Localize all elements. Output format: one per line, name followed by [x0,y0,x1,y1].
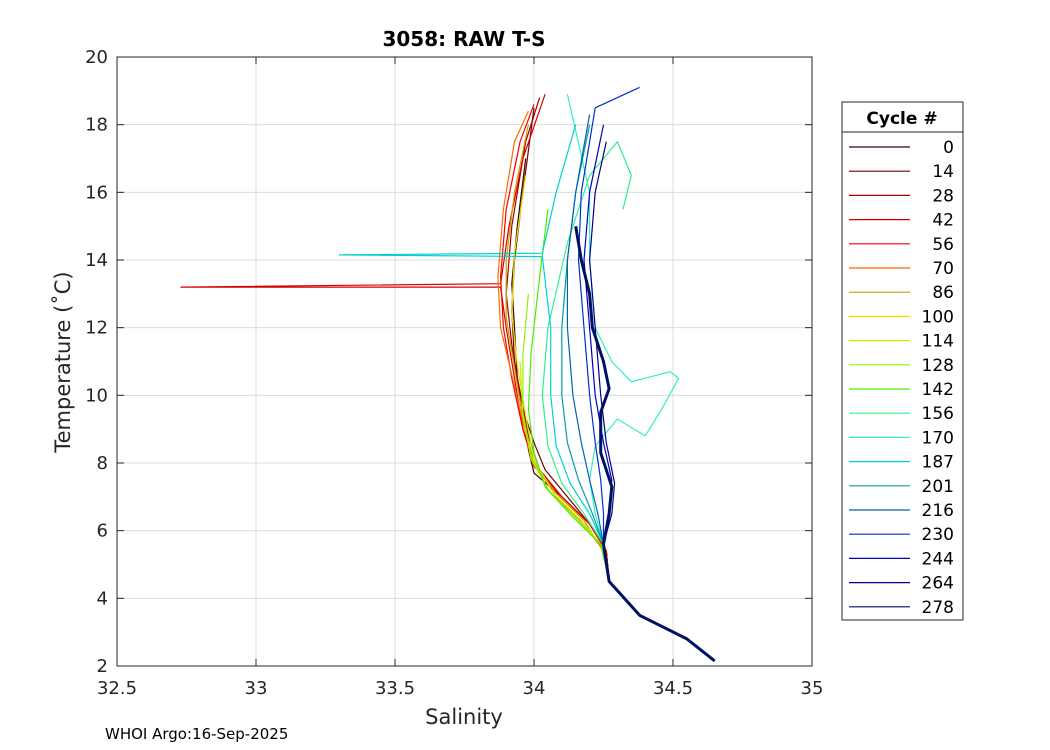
x-tick-label: 34 [523,678,546,699]
series-line-cycle-278 [574,225,716,663]
y-tick-label: 4 [97,588,108,609]
legend-label-142: 142 [922,380,954,400]
y-tick-label: 6 [97,521,108,542]
y-axis-label: Temperature (˚C) [51,271,75,453]
legend-label-0: 0 [943,138,954,158]
legend-label-42: 42 [932,211,954,231]
x-tick-label: 32.5 [97,678,137,699]
legend-label-28: 28 [932,186,954,206]
legend-label-56: 56 [932,235,954,255]
legend-label-100: 100 [922,307,954,327]
x-tick-label: 33.5 [375,678,415,699]
legend-label-216: 216 [922,501,954,521]
chart-title: 3058: RAW T-S [382,27,545,51]
y-tick-label: 20 [85,47,108,68]
legend-label-244: 244 [922,549,954,569]
legend-label-114: 114 [922,332,954,352]
legend-label-264: 264 [922,574,954,594]
data-series [180,86,716,663]
plot-area [117,57,812,666]
legend-label-70: 70 [932,259,954,279]
legend-label-230: 230 [922,525,954,545]
legend-label-128: 128 [922,356,954,376]
y-tick-label: 16 [85,182,108,203]
axis-ticks: 32.5 33 33.5 34 34.5 35 2 4 6 8 10 12 14 16 18 20 [85,47,823,699]
legend-label-201: 201 [922,477,954,497]
legend: Cycle # 0 14 28 42 56 70 86 100 114 128 142 156 170 1… [841,101,964,621]
legend-label-14: 14 [932,162,954,182]
plot-frame [116,56,813,667]
grid [116,56,813,667]
legend-label-170: 170 [922,428,954,448]
legend-label-86: 86 [932,283,954,303]
y-tick-label: 18 [85,115,108,136]
legend-label-156: 156 [922,404,954,424]
x-axis-label: Salinity [425,705,503,729]
y-tick-label: 12 [85,318,108,339]
y-tick-label: 14 [85,250,108,271]
legend-entries: 0 14 28 42 56 70 86 100 114 128 142 156 170 187 201 216… [849,138,954,618]
x-tick-label: 35 [801,678,824,699]
y-tick-label: 10 [85,385,108,406]
x-tick-label: 34.5 [653,678,693,699]
y-tick-label: 8 [97,453,108,474]
footer-credit: WHOI Argo:16-Sep-2025 [105,725,289,743]
legend-label-187: 187 [922,453,954,473]
x-tick-label: 33 [245,678,268,699]
legend-title: Cycle # [866,109,937,129]
legend-label-278: 278 [922,598,954,618]
y-tick-label: 2 [97,656,108,677]
